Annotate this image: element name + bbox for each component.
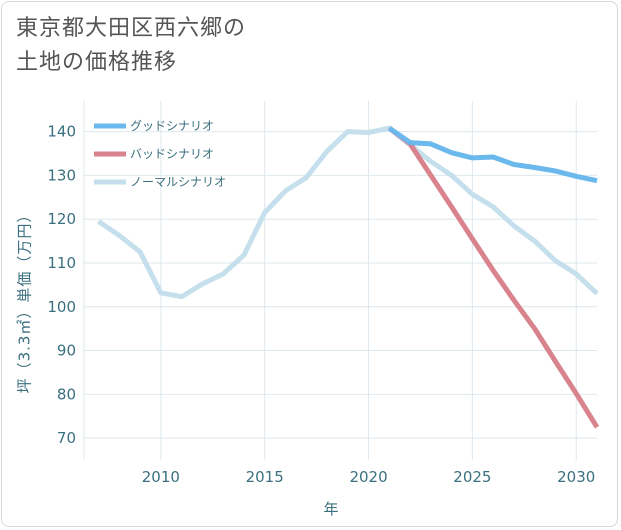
y-tick-label: 140 [47,123,76,141]
x-tick-label: 2030 [557,468,595,486]
chart-title: 東京都大田区西六郷の 土地の価格推移 [16,16,247,75]
y-tick-label: 90 [57,342,76,360]
x-tick-label: 2010 [142,468,180,486]
x-axis-label: 年 [323,500,338,518]
series-line-0 [97,125,599,300]
series-lines [97,125,600,429]
legend-label: バッドシナリオ [130,147,214,161]
y-tick-label: 70 [57,429,76,447]
series-line-1 [387,126,600,429]
y-tick-label: 110 [47,254,76,272]
y-tick-label: 130 [47,166,76,184]
y-tick-label: 120 [47,210,76,228]
axes: 70 80 90 100 110 120 130 140 2010 2015 2020 2025 203… [47,101,595,486]
x-tick-label: 2025 [453,468,491,486]
series-line-2 [387,126,598,184]
legend-label: ノーマルシナリオ [130,175,226,189]
legend-label: グッドシナリオ [130,119,214,133]
y-tick-label: 100 [47,298,76,316]
x-tick-label: 2015 [246,468,284,486]
y-tick-label: 80 [57,385,76,403]
grid [84,101,597,460]
x-tick-label: 2020 [349,468,387,486]
